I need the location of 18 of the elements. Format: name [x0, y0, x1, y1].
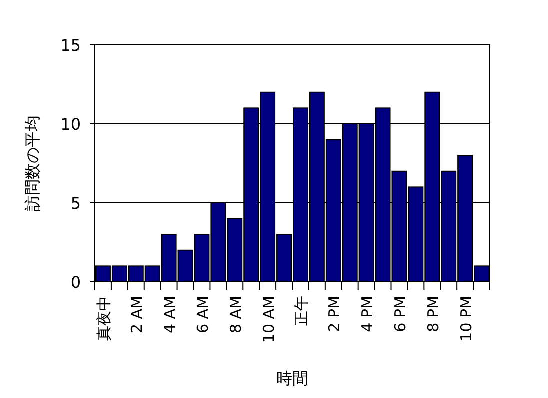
- x-tick-label: 正午: [292, 296, 311, 326]
- x-tick-label: 真夜中: [95, 296, 114, 341]
- y-axis-title: 訪問数の平均: [23, 116, 42, 212]
- y-tick-label: 15: [60, 36, 81, 55]
- x-tick-label: 8 AM: [226, 296, 245, 334]
- x-tick-label: 4 AM: [161, 296, 180, 334]
- x-tick-label: 6 PM: [391, 296, 410, 332]
- x-tick-label: 10 AM: [260, 296, 278, 344]
- x-axis-title: 時間: [276, 369, 308, 388]
- y-tick-label: 10: [60, 115, 81, 134]
- x-tick-label: 4 PM: [358, 296, 377, 332]
- x-tick-label: 6 AM: [194, 296, 212, 334]
- x-tick-label: 2 PM: [326, 296, 344, 332]
- x-tick-label: 10 PM: [457, 296, 476, 342]
- x-tick-label: 2 AM: [128, 296, 146, 334]
- y-tick-label: 0: [70, 273, 81, 292]
- y-tick-label: 5: [70, 194, 81, 213]
- x-tick-label: 8 PM: [424, 296, 442, 332]
